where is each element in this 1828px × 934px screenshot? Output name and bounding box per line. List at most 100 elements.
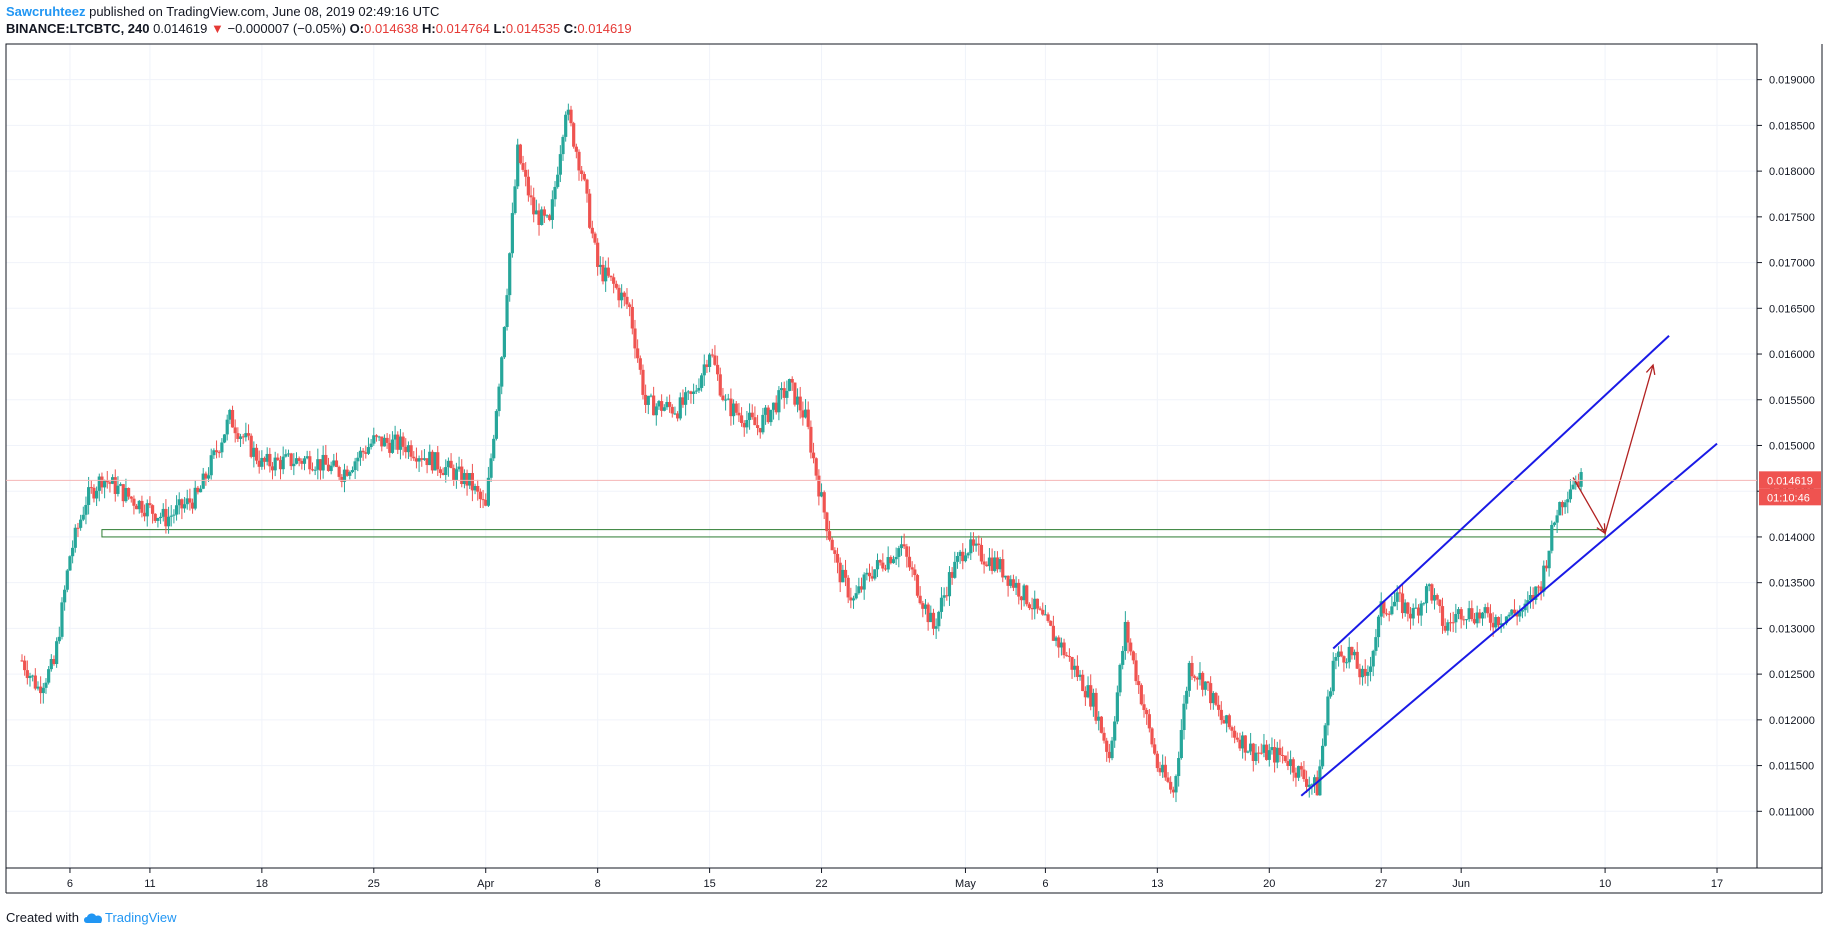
candle-body [1494, 617, 1498, 628]
drawings[interactable] [1300, 335, 1718, 797]
candle-body [1395, 592, 1399, 602]
candle-body [729, 398, 733, 417]
candle-body [902, 544, 906, 547]
candle-body [516, 144, 520, 187]
candle-body [827, 531, 832, 540]
candle-body [987, 557, 992, 567]
candle-body [790, 379, 794, 383]
candle-body [1057, 637, 1061, 648]
candle-body [582, 174, 586, 180]
candle-body [1249, 743, 1253, 752]
candle-body [955, 555, 960, 562]
candle-body [1113, 721, 1117, 741]
candle-body [65, 570, 69, 590]
candle-body [1579, 472, 1583, 487]
candle-body [334, 460, 339, 467]
candle-body [510, 213, 514, 254]
high-value: 0.014764 [435, 21, 490, 36]
candle-body [214, 450, 219, 453]
candle-body [23, 660, 27, 671]
candle-body [292, 463, 296, 467]
price-axis[interactable]: 0.019000 0.018500 0.018000 0.017500 0.017000… [1757, 75, 1815, 819]
candle-body [502, 326, 506, 358]
candle-body [1030, 608, 1034, 610]
candle-body [1182, 703, 1186, 731]
candle-body [134, 505, 139, 510]
candle-body [177, 499, 181, 506]
candle-body [521, 163, 525, 170]
candle-body [113, 477, 117, 494]
candle-body [500, 357, 504, 387]
candle-body [158, 516, 163, 519]
candle-body [945, 595, 949, 597]
candle-body [803, 409, 808, 418]
tradingview-link[interactable]: TradingView [83, 910, 177, 925]
candle-body [1214, 693, 1218, 705]
candle-body [1416, 607, 1421, 616]
candle-body [449, 460, 453, 469]
candle-body [388, 442, 392, 453]
candle-body [1019, 596, 1024, 601]
candle-body [785, 390, 789, 398]
time-tick-label: 10 [1599, 878, 1611, 890]
candle-body [1312, 777, 1317, 785]
candle-body [249, 435, 253, 457]
time-tick-label: 20 [1263, 878, 1275, 890]
candle-body [1086, 685, 1090, 698]
candle-body [1499, 623, 1503, 626]
candle-body [825, 512, 829, 532]
candle-body [1571, 484, 1575, 490]
support-zone[interactable] [101, 529, 1606, 538]
candle-body [801, 410, 805, 418]
candle-body [915, 575, 920, 596]
author-name[interactable]: Sawcruhteez [6, 4, 86, 19]
candle-body [201, 473, 205, 489]
candle-body [609, 275, 613, 278]
candle-body [398, 436, 403, 450]
candle-body [963, 555, 968, 562]
candle-body [750, 412, 754, 418]
candle-body [929, 612, 933, 623]
candle-body [198, 488, 203, 493]
candle-body [1560, 502, 1565, 508]
candle-body [454, 469, 459, 481]
candle-body [1310, 784, 1314, 786]
price-tick-label: 0.018500 [1769, 120, 1815, 132]
candle-body [337, 466, 341, 477]
candle-body [867, 572, 872, 577]
time-axis[interactable]: 6 11 18 25 Apr 8 15 22 May 6 13 20 27 Jun 10 17 [67, 868, 1723, 890]
candle-body [974, 543, 978, 546]
candle-body [236, 433, 240, 439]
candle-body [1062, 642, 1066, 656]
candle-body [460, 466, 464, 485]
candle-body [875, 560, 880, 570]
candle-body [513, 186, 517, 214]
candle-body [995, 557, 1000, 570]
candle-body [1483, 607, 1487, 613]
candle-body [835, 553, 840, 563]
candle-body [830, 539, 834, 551]
candle-body [676, 413, 680, 419]
candle-body [302, 458, 307, 464]
candle-body [1539, 586, 1543, 592]
candle-body [1510, 609, 1514, 615]
price-tick-label: 0.016500 [1769, 303, 1815, 315]
candle-body [1328, 691, 1333, 697]
candle-body [60, 602, 64, 637]
candle-body [166, 516, 171, 527]
candle-body [252, 447, 256, 457]
candles [20, 103, 1583, 803]
candle-body [310, 469, 315, 471]
candle-body [580, 170, 584, 175]
candle-body [420, 458, 424, 460]
candle-body [1558, 502, 1562, 516]
candle-body [393, 434, 397, 440]
candle-body [1456, 609, 1461, 615]
candle-body [558, 154, 562, 175]
support-zone-box [101, 529, 1606, 538]
candle-body [833, 550, 837, 554]
price-tick-label: 0.012500 [1769, 669, 1815, 681]
candle-body [52, 659, 56, 665]
candle-body [1003, 575, 1008, 578]
